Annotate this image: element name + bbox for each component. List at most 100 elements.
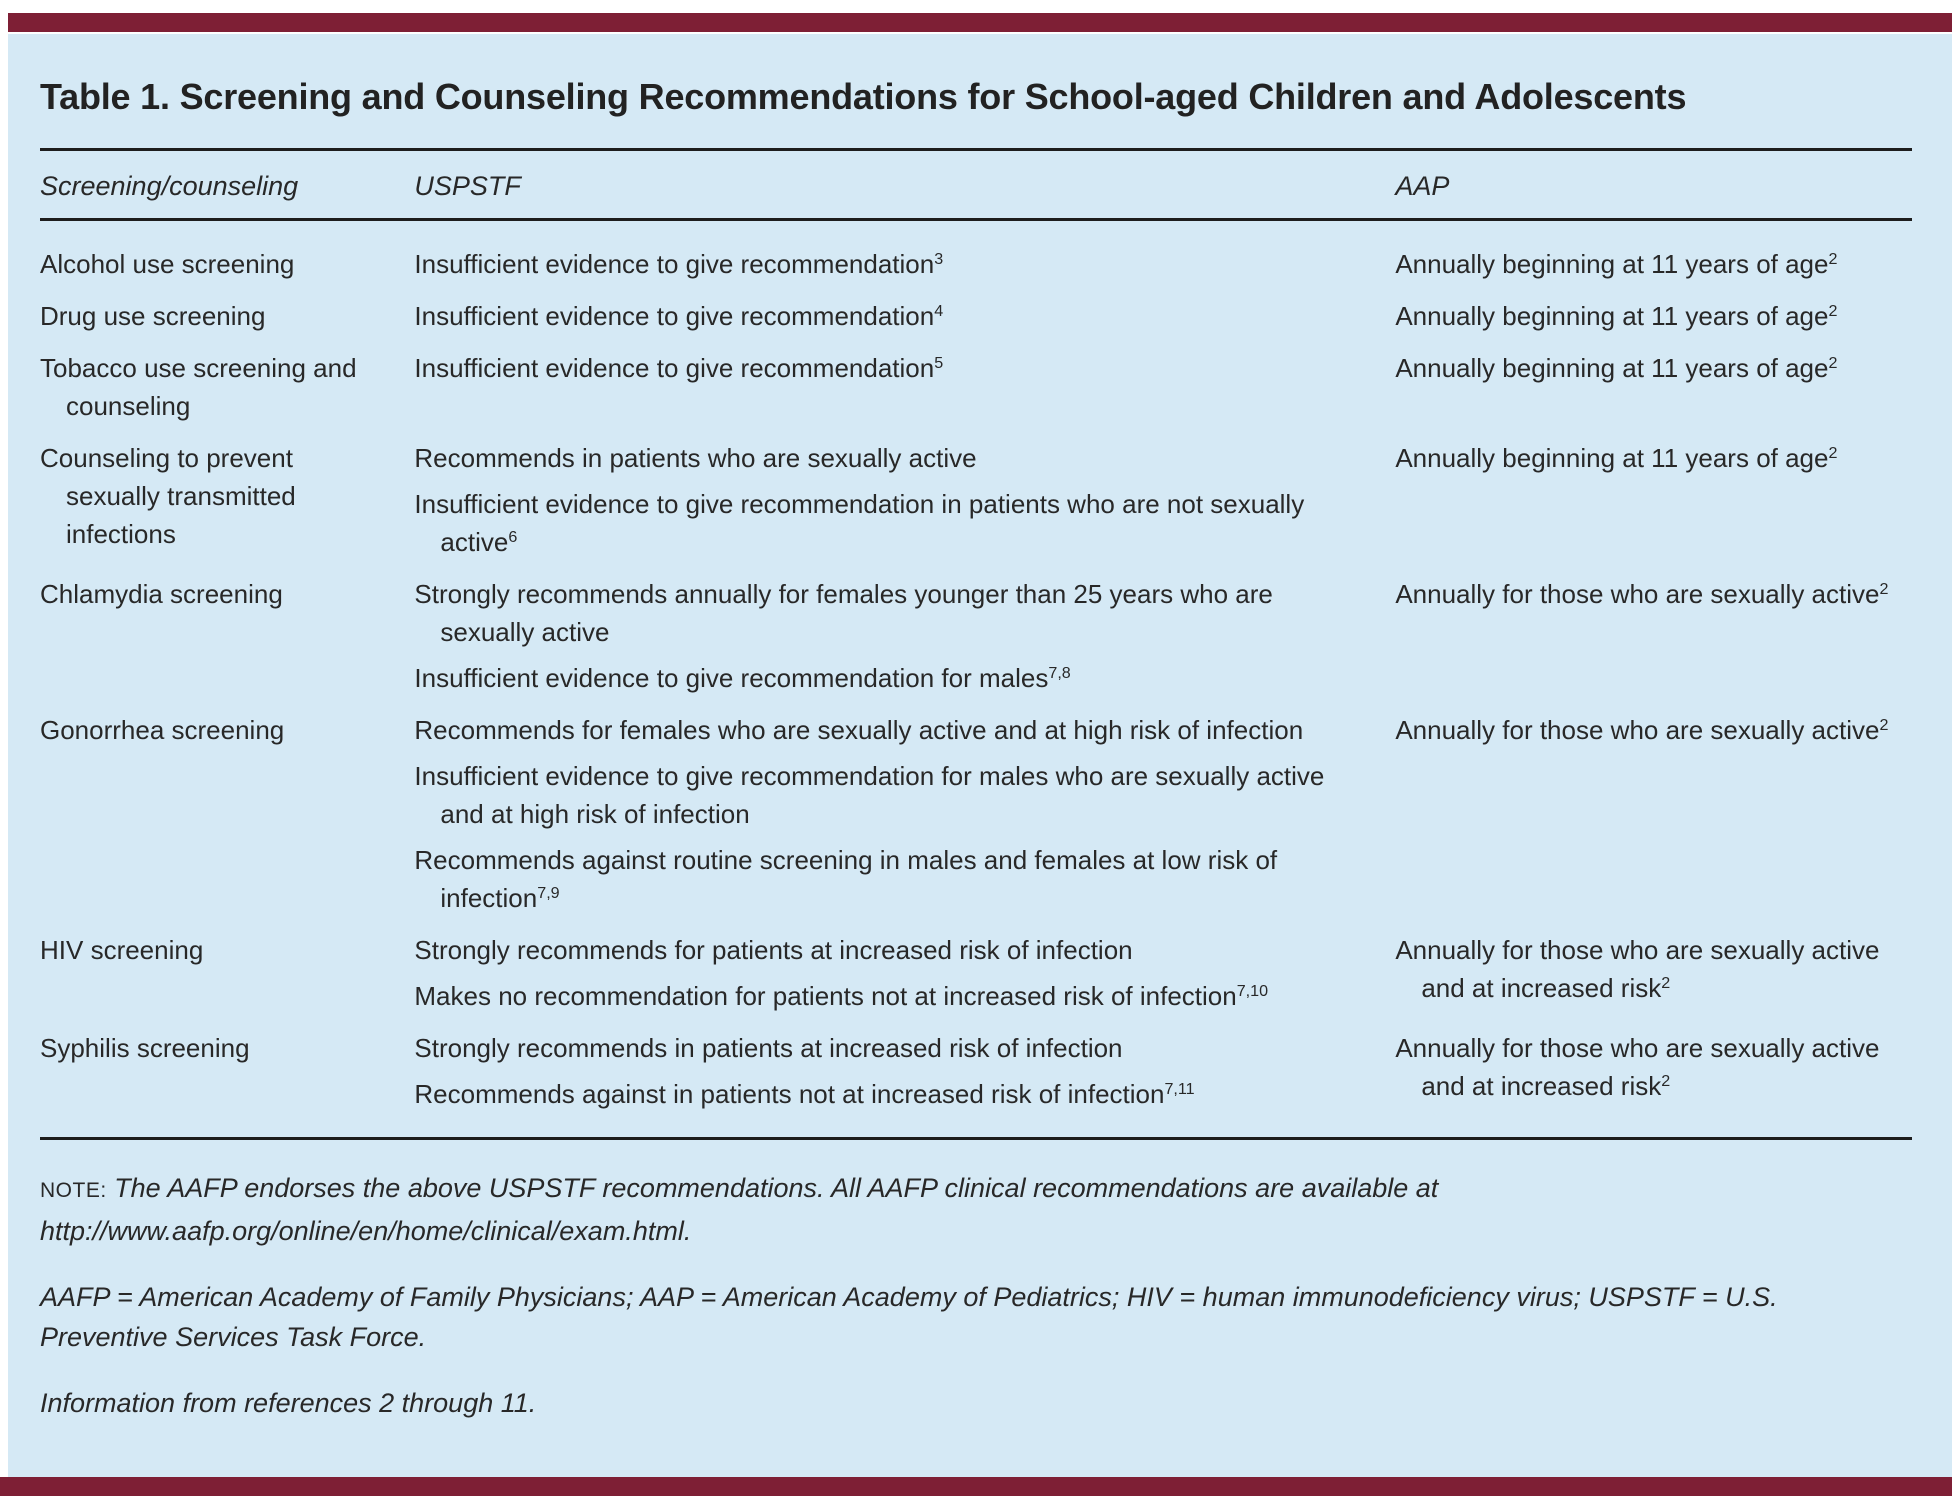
recommendation-text: Strongly recommends for patients at incr… <box>414 935 1133 965</box>
reference-superscript: 4 <box>934 302 944 320</box>
top-accent-bar <box>8 13 1952 32</box>
reference-superscript: 2 <box>1661 1072 1671 1090</box>
aap-text: Annually beginning at 11 years of age <box>1395 301 1829 331</box>
row-label: Counseling to prevent sexually transmitt… <box>40 443 296 549</box>
reference-superscript: 7,8 <box>1048 664 1071 682</box>
reference-superscript: 2 <box>1828 444 1838 462</box>
recommendation-paragraph: Recommends for females who are sexually … <box>414 711 1360 749</box>
uspstf-cell: Strongly recommends for patients at incr… <box>414 931 1395 1015</box>
column-header-aap: AAP <box>1395 171 1450 201</box>
note-label: NOTE: <box>40 1179 107 1202</box>
recommendation-paragraph: Recommends against routine screening in … <box>414 841 1360 917</box>
table-title: Table 1. Screening and Counseling Recomm… <box>40 76 1687 117</box>
reference-superscript: 6 <box>508 528 518 546</box>
row-label: Syphilis screening <box>40 1033 250 1063</box>
recommendation-paragraph: Recommends against in patients not at in… <box>414 1075 1360 1113</box>
row-label: Gonorrhea screening <box>40 715 285 745</box>
column-header-screening-counseling: Screening/counseling <box>40 171 299 201</box>
reference-superscript: 2 <box>1879 716 1889 734</box>
table-footnotes: NOTE: The AAFP endorses the above USPSTF… <box>40 1137 1912 1423</box>
recommendation-text: Recommends in patients who are sexually … <box>414 443 977 473</box>
reference-superscript: 2 <box>1879 580 1889 598</box>
table-row: Alcohol use screening Insufficient evide… <box>40 245 1912 283</box>
recommendation-text: Makes no recommendation for patients not… <box>414 981 1237 1011</box>
aap-cell: Annually beginning at 11 years of age2 <box>1395 349 1912 425</box>
recommendation-paragraph: Strongly recommends annually for females… <box>414 575 1360 651</box>
note-text: The AAFP endorses the above USPSTF recom… <box>40 1173 1439 1246</box>
aap-cell: Annually for those who are sexually acti… <box>1395 575 1912 697</box>
uspstf-cell: Strongly recommends in patients at incre… <box>414 1029 1395 1113</box>
row-label: Tobacco use screening and counseling <box>40 353 357 421</box>
recommendation-paragraph: Strongly recommends for patients at incr… <box>414 931 1360 969</box>
table-row: Gonorrhea screening Recommends for femal… <box>40 711 1912 917</box>
recommendation-text: Recommends against in patients not at in… <box>414 1079 1165 1109</box>
aap-cell: Annually beginning at 11 years of age2 <box>1395 297 1912 335</box>
uspstf-cell: Insufficient evidence to give recommenda… <box>414 245 1395 283</box>
recommendation-paragraph: Insufficient evidence to give recommenda… <box>414 757 1360 833</box>
table-row: HIV screening Strongly recommends for pa… <box>40 931 1912 1015</box>
reference-superscript: 2 <box>1828 354 1838 372</box>
recommendation-paragraph: Insufficient evidence to give recommenda… <box>414 297 1360 335</box>
table-row: Syphilis screening Strongly recommends i… <box>40 1029 1912 1113</box>
uspstf-cell: Recommends in patients who are sexually … <box>414 439 1395 561</box>
uspstf-cell: Recommends for females who are sexually … <box>414 711 1395 917</box>
aap-cell: Annually for those who are sexually acti… <box>1395 1029 1912 1113</box>
recommendation-text: Insufficient evidence to give recommenda… <box>414 489 1305 557</box>
row-label: Chlamydia screening <box>40 579 283 609</box>
reference-superscript: 3 <box>934 250 944 268</box>
footnote-source: Information from references 2 through 11… <box>40 1388 537 1418</box>
column-header-uspstf: USPSTF <box>414 171 521 201</box>
table-row: Drug use screening Insufficient evidence… <box>40 297 1912 335</box>
aap-cell: Annually for those who are sexually acti… <box>1395 931 1912 1015</box>
recommendation-text: Recommends for females who are sexually … <box>414 715 1304 745</box>
recommendation-text: Strongly recommends in patients at incre… <box>414 1033 1123 1063</box>
aap-text: Annually for those who are sexually acti… <box>1395 715 1880 745</box>
reference-superscript: 7,10 <box>1236 982 1269 1000</box>
table-row: Tobacco use screening and counseling Ins… <box>40 349 1912 425</box>
reference-superscript: 2 <box>1828 250 1838 268</box>
table-body: Alcohol use screening Insufficient evide… <box>40 221 1912 1113</box>
recommendation-paragraph: Insufficient evidence to give recommenda… <box>414 349 1360 387</box>
recommendation-text: Insufficient evidence to give recommenda… <box>414 761 1325 829</box>
row-label: Alcohol use screening <box>40 249 295 279</box>
recommendation-text: Strongly recommends annually for females… <box>414 579 1273 647</box>
uspstf-cell: Insufficient evidence to give recommenda… <box>414 297 1395 335</box>
column-header-row: Screening/counseling USPSTF AAP <box>40 151 1912 218</box>
aap-text: Annually for those who are sexually acti… <box>1395 1033 1880 1101</box>
aap-text: Annually beginning at 11 years of age <box>1395 353 1829 383</box>
recommendation-paragraph: Insufficient evidence to give recommenda… <box>414 485 1360 561</box>
recommendation-text: Insufficient evidence to give recommenda… <box>414 301 935 331</box>
reference-superscript: 2 <box>1661 974 1671 992</box>
recommendation-paragraph: Insufficient evidence to give recommenda… <box>414 659 1360 697</box>
recommendation-paragraph: Recommends in patients who are sexually … <box>414 439 1360 477</box>
uspstf-cell: Strongly recommends annually for females… <box>414 575 1395 697</box>
recommendation-text: Recommends against routine screening in … <box>414 845 1278 913</box>
recommendation-text: Insufficient evidence to give recommenda… <box>414 249 935 279</box>
footnote-abbreviations: AAFP = American Academy of Family Physic… <box>40 1282 1778 1352</box>
aap-text: Annually beginning at 11 years of age <box>1395 443 1829 473</box>
recommendation-paragraph: Insufficient evidence to give recommenda… <box>414 245 1360 283</box>
row-label: Drug use screening <box>40 301 266 331</box>
aap-text: Annually for those who are sexually acti… <box>1395 579 1880 609</box>
reference-superscript: 2 <box>1828 302 1838 320</box>
bottom-accent-bar <box>0 1477 1952 1496</box>
aap-cell: Annually beginning at 11 years of age2 <box>1395 245 1912 283</box>
recommendation-paragraph: Makes no recommendation for patients not… <box>414 977 1360 1015</box>
aap-text: Annually beginning at 11 years of age <box>1395 249 1829 279</box>
aap-cell: Annually for those who are sexually acti… <box>1395 711 1912 917</box>
table-panel: Table 1. Screening and Counseling Recomm… <box>8 34 1952 1477</box>
reference-superscript: 7,9 <box>537 884 560 902</box>
uspstf-cell: Insufficient evidence to give recommenda… <box>414 349 1395 425</box>
footnote-note: NOTE: The AAFP endorses the above USPSTF… <box>40 1168 1912 1251</box>
aap-text: Annually for those who are sexually acti… <box>1395 935 1880 1003</box>
row-label: HIV screening <box>40 935 204 965</box>
recommendation-text: Insufficient evidence to give recommenda… <box>414 353 935 383</box>
reference-superscript: 5 <box>934 354 944 372</box>
table-row: Chlamydia screening Strongly recommends … <box>40 575 1912 697</box>
table-row: Counseling to prevent sexually transmitt… <box>40 439 1912 561</box>
recommendation-text: Insufficient evidence to give recommenda… <box>414 663 1049 693</box>
reference-superscript: 7,11 <box>1164 1080 1195 1098</box>
recommendation-paragraph: Strongly recommends in patients at incre… <box>414 1029 1360 1067</box>
divider-below-title <box>40 148 1912 151</box>
